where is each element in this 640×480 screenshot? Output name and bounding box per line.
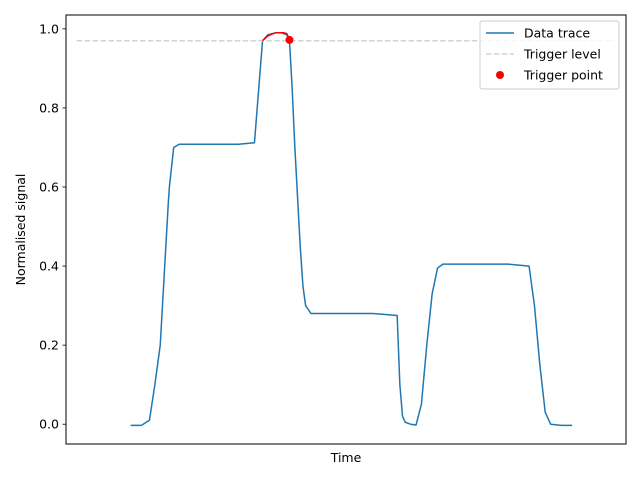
plot-area bbox=[76, 32, 616, 427]
legend-label-trigger-point: Trigger point bbox=[523, 68, 603, 83]
legend-box bbox=[479, 20, 620, 90]
legend: Data trace Trigger level Trigger point bbox=[479, 20, 620, 90]
y-tick-label: 0.6 bbox=[39, 179, 59, 194]
legend-label-data-trace: Data trace bbox=[524, 26, 590, 41]
axes-frame bbox=[65, 14, 627, 445]
y-axis-label: Normalised signal bbox=[13, 174, 28, 286]
y-tick-label: 0.0 bbox=[39, 417, 59, 432]
x-axis-label: Time bbox=[330, 450, 362, 465]
legend-label-trigger-level: Trigger level bbox=[523, 47, 601, 62]
y-tick-label: 0.2 bbox=[39, 338, 59, 353]
trigger-point-marker bbox=[285, 35, 294, 44]
series-line-trigger-segment bbox=[262, 32, 291, 42]
y-tick-label: 1.0 bbox=[39, 21, 59, 36]
legend-marker-trigger-point bbox=[496, 71, 504, 79]
y-tick-label: 0.4 bbox=[39, 259, 59, 274]
y-tick-label: 0.8 bbox=[39, 100, 59, 115]
y-axis: 0.0 0.2 0.4 0.6 0.8 1.0 bbox=[39, 21, 66, 432]
series-line-data-trace bbox=[130, 32, 573, 427]
